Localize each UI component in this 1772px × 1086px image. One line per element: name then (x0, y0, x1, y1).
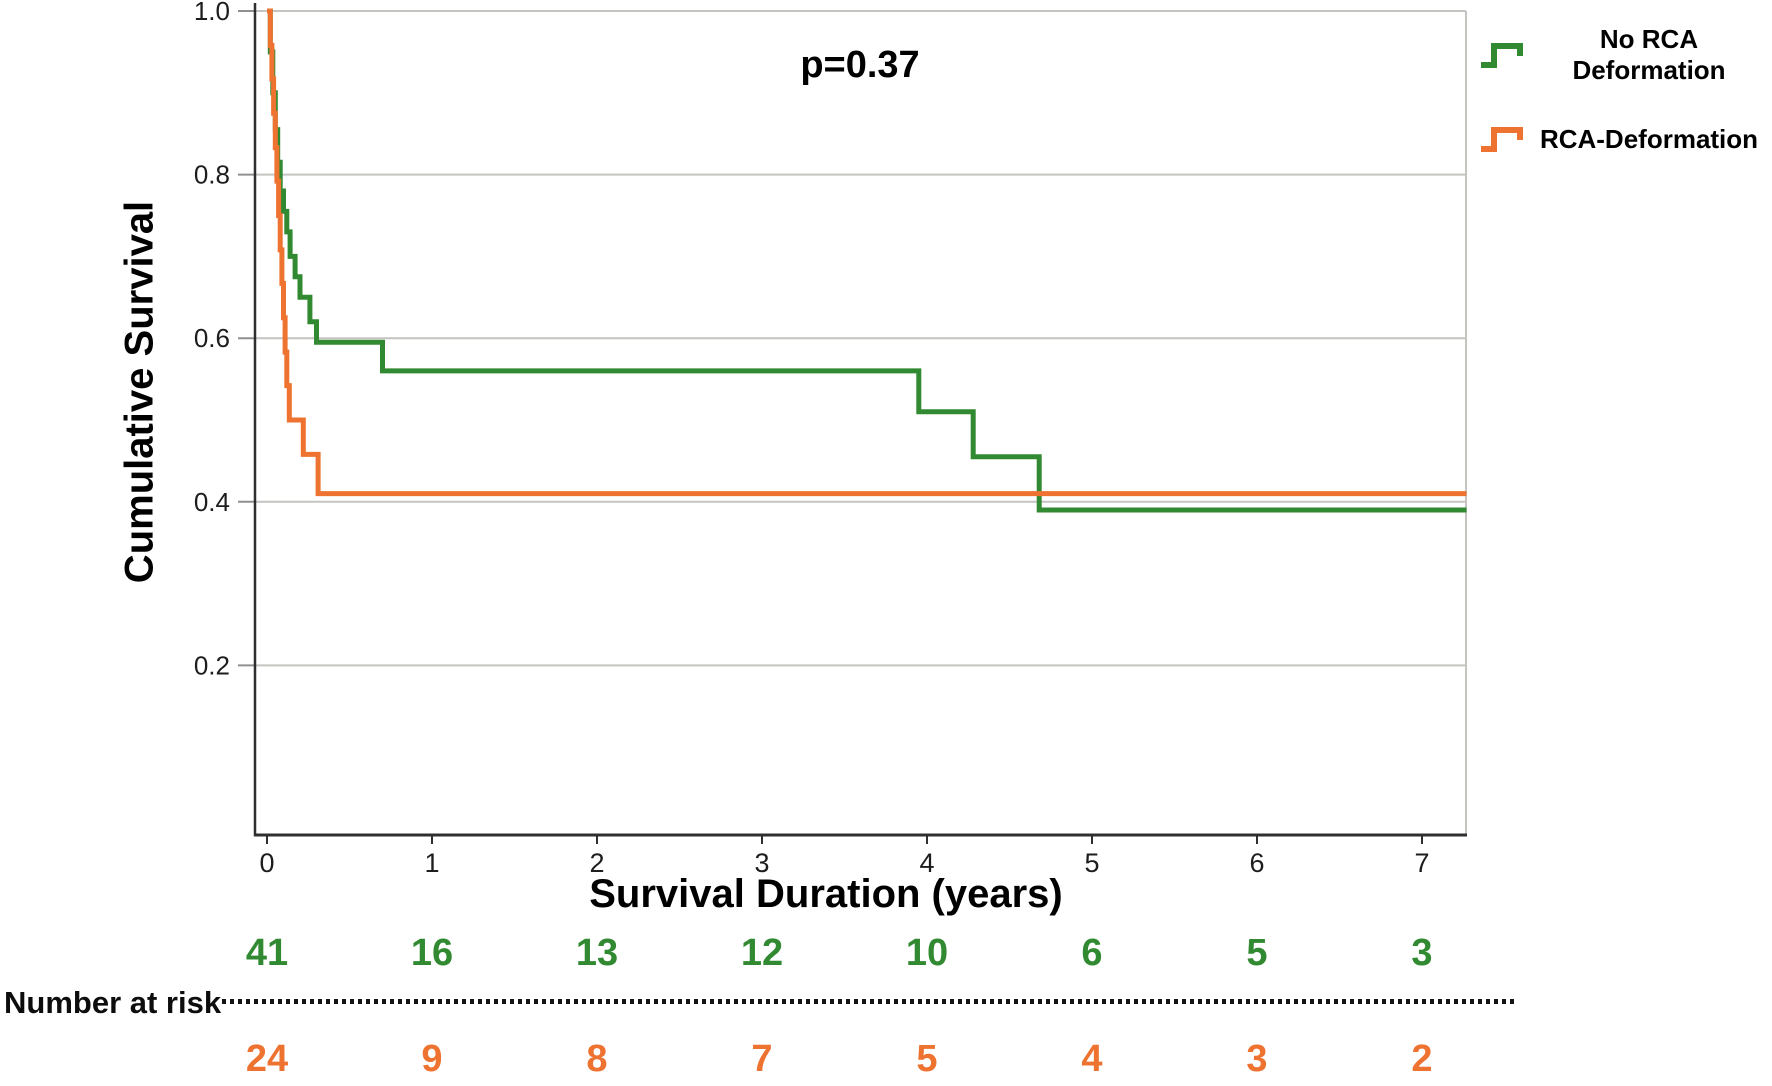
y-tick-label: 0.2 (194, 650, 230, 680)
y-axis-title: Cumulative Survival (117, 200, 162, 584)
risk-value: 13 (575, 932, 619, 974)
risk-value: 6 (1081, 932, 1103, 974)
legend-item-no-rca-deformation: No RCA Deformation (1478, 24, 1772, 85)
legend-label: No RCA Deformation (1572, 24, 1726, 85)
x-tick-label: 5 (1084, 848, 1099, 878)
risk-value: 24 (245, 1038, 289, 1080)
step-curve-icon (1481, 43, 1523, 68)
risk-value: 9 (421, 1038, 443, 1080)
x-tick-label: 6 (1249, 848, 1264, 878)
x-tick-label: 3 (754, 848, 769, 878)
risk-value: 3 (1411, 932, 1433, 974)
y-tick-label: 1.0 (194, 0, 230, 26)
y-tick-label: 0.8 (194, 160, 230, 190)
risk-value: 8 (586, 1038, 608, 1080)
risk-row-no-rca-deformation: 41 16 13 12 10 6 5 3 (0, 932, 1772, 980)
number-at-risk-label: Number at risk (4, 985, 222, 1020)
x-tick-label: 2 (589, 848, 604, 878)
legend: No RCA Deformation RCA-Deformation (1478, 24, 1772, 194)
risk-value: 2 (1411, 1038, 1433, 1080)
x-tick-label: 0 (259, 848, 274, 878)
risk-value: 16 (410, 932, 454, 974)
y-tick-label: 0.6 (194, 323, 230, 353)
x-tick-label: 7 (1414, 848, 1429, 878)
legend-item-rca-deformation: RCA-Deformation (1478, 110, 1772, 168)
x-tick-label: 4 (919, 848, 934, 878)
risk-value: 5 (1246, 932, 1268, 974)
step-curve-icon (1481, 127, 1523, 152)
risk-value: 12 (740, 932, 784, 974)
risk-value: 5 (916, 1038, 938, 1080)
legend-label: RCA-Deformation (1539, 123, 1759, 154)
x-tick-label: 1 (424, 848, 439, 878)
y-tick-label: 0.4 (194, 487, 230, 517)
risk-row-rca-deformation: 24 9 8 7 5 4 3 2 (0, 1038, 1772, 1086)
risk-dotted-line (222, 999, 1514, 1004)
p-value-annotation: p=0.37 (800, 44, 920, 86)
risk-value: 41 (245, 932, 289, 974)
x-axis-title: Survival Duration (years) (589, 872, 1063, 916)
km-curve-rca-deformation (267, 8, 1467, 497)
risk-value: 4 (1081, 1038, 1103, 1080)
risk-value: 7 (751, 1038, 773, 1080)
risk-value: 3 (1246, 1038, 1268, 1080)
risk-value: 10 (905, 932, 949, 974)
